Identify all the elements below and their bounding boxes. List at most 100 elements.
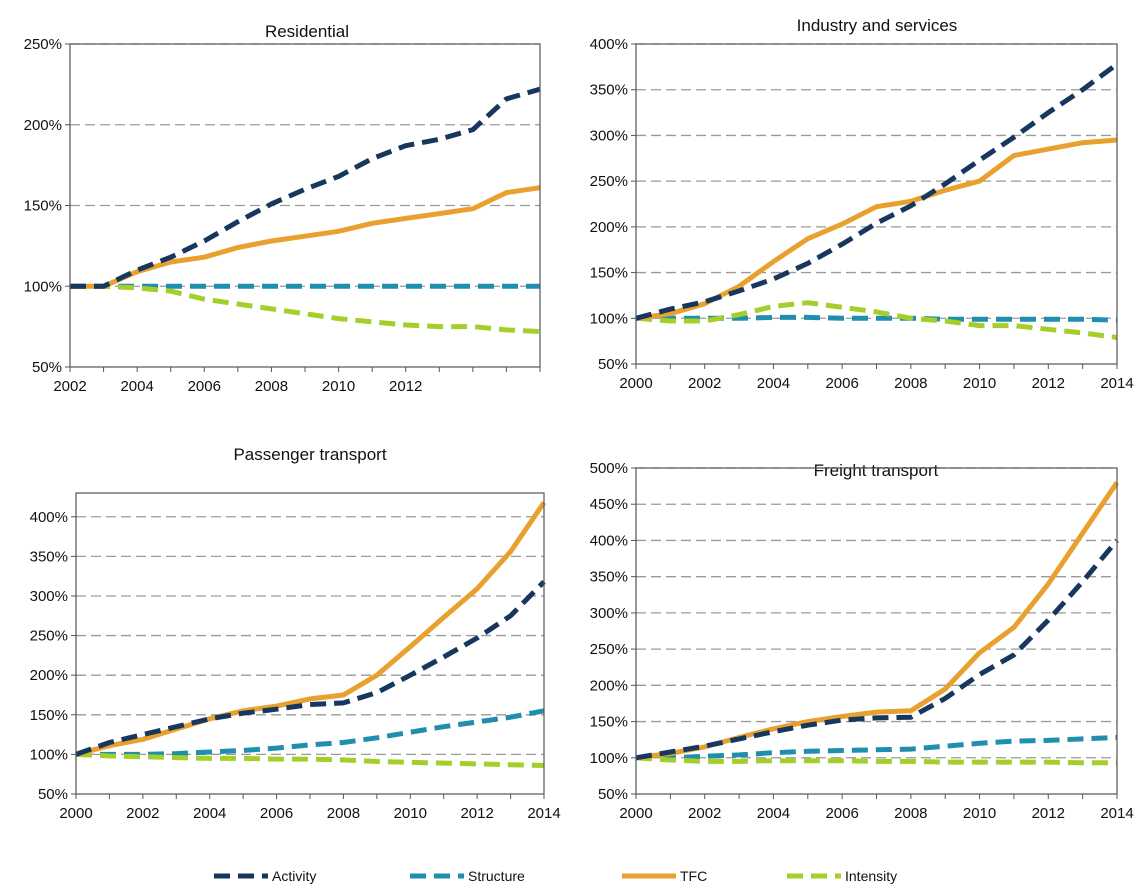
x-tick-labels: 2002 2004 2006 2008 2010 2012: [53, 378, 422, 395]
x-tick-label: 2006: [188, 378, 221, 395]
x-tick-label: 2000: [59, 805, 92, 822]
x-tick-labels: 2000 2002 2004 2006 2008 2010 2012 2014: [59, 805, 560, 822]
panel-title: Residential: [265, 22, 349, 41]
series-line-activity: [70, 86, 541, 289]
legend-item-structure: Structure: [410, 868, 525, 884]
x-tick-label: 2004: [757, 805, 790, 822]
y-tick-label: 400%: [590, 36, 628, 53]
x-tick-label: 2012: [460, 805, 493, 822]
panel-passenger-transport: Passenger transport 50% 100% 150% 200% 2…: [30, 445, 561, 822]
series-line-intensity: [70, 283, 541, 334]
axis-ticks: [631, 467, 1118, 799]
y-tick-label: 350%: [590, 569, 628, 586]
x-tick-label: 2010: [322, 378, 355, 395]
series-line-intensity: [635, 755, 1117, 766]
x-tick-label: 2008: [894, 375, 927, 392]
y-tick-label: 150%: [590, 714, 628, 731]
panel-freight-transport: Freight transport 50% 100% 150% 200% 250…: [590, 460, 1134, 822]
series-line-tfc: [70, 185, 541, 289]
panel-title: Industry and services: [797, 16, 958, 35]
panel-industry-and-services: Industry and services 50% 100% 150% 200%…: [590, 16, 1134, 392]
y-tick-labels: 50% 100% 150% 200% 250% 300% 350% 400%: [590, 36, 628, 373]
plot-frame: [75, 492, 545, 795]
x-tick-label: 2014: [1100, 805, 1133, 822]
legend-item-intensity: Intensity: [787, 868, 897, 884]
x-tick-label: 2010: [963, 375, 996, 392]
y-tick-label: 300%: [590, 127, 628, 144]
y-tick-labels: 50% 100% 150% 200% 250% 300% 350% 400%: [30, 509, 68, 803]
series-lines: [75, 501, 547, 768]
y-tick-label: 100%: [24, 278, 62, 295]
y-tick-label: 200%: [590, 677, 628, 694]
x-tick-label: 2002: [53, 378, 86, 395]
y-tick-label: 50%: [38, 786, 68, 803]
x-tick-label: 2002: [126, 805, 159, 822]
series-lines: [635, 62, 1119, 340]
x-tick-label: 2006: [825, 805, 858, 822]
legend-label: Structure: [468, 868, 525, 884]
y-tick-label: 200%: [30, 667, 68, 684]
legend-item-activity: Activity: [214, 868, 316, 884]
x-tick-label: 2008: [327, 805, 360, 822]
x-tick-labels: 2000 2002 2004 2006 2008 2010 2012 2014: [619, 805, 1133, 822]
x-tick-label: 2004: [193, 805, 226, 822]
x-tick-labels: 2000 2002 2004 2006 2008 2010 2012 2014: [619, 375, 1133, 392]
y-tick-label: 150%: [30, 707, 68, 724]
y-tick-label: 250%: [24, 36, 62, 53]
y-tick-label: 500%: [590, 460, 628, 477]
y-tick-label: 250%: [30, 628, 68, 645]
series-line-intensity: [635, 300, 1118, 340]
y-tick-label: 250%: [590, 173, 628, 190]
y-tick-label: 350%: [590, 82, 628, 99]
y-tick-label: 400%: [590, 532, 628, 549]
x-tick-label: 2012: [1032, 375, 1065, 392]
x-tick-label: 2000: [619, 805, 652, 822]
series-line-structure: [636, 735, 1118, 761]
y-tick-label: 200%: [24, 117, 62, 134]
series-line-activity: [635, 538, 1119, 761]
legend: Activity Structure TFC Intensity: [214, 868, 897, 884]
x-tick-label: 2004: [120, 378, 153, 395]
y-tick-label: 300%: [590, 605, 628, 622]
series-line-tfc: [75, 501, 547, 757]
y-tick-label: 50%: [598, 356, 628, 373]
x-tick-label: 2010: [394, 805, 427, 822]
gridlines: [76, 516, 544, 756]
x-tick-label: 2012: [389, 378, 422, 395]
y-tick-label: 50%: [598, 786, 628, 803]
legend-label: Intensity: [845, 868, 897, 884]
x-tick-label: 2014: [527, 805, 560, 822]
legend-label: Activity: [272, 868, 316, 884]
x-tick-label: 2006: [260, 805, 293, 822]
y-tick-label: 250%: [590, 641, 628, 658]
y-tick-label: 100%: [590, 310, 628, 327]
legend-item-tfc: TFC: [622, 868, 707, 884]
y-tick-labels: 50% 100% 150% 200% 250% 300% 350% 400% 4…: [590, 460, 628, 803]
gridlines: [636, 43, 1117, 319]
panel-title: Freight transport: [814, 461, 939, 480]
x-tick-label: 2002: [688, 375, 721, 392]
series-lines: [635, 481, 1120, 766]
y-tick-label: 350%: [30, 548, 68, 565]
x-tick-label: 2010: [963, 805, 996, 822]
series-line-intensity: [75, 751, 545, 768]
x-tick-label: 2002: [688, 805, 721, 822]
axis-ticks: [65, 43, 541, 372]
y-tick-labels: 50% 100% 150% 200% 250%: [24, 36, 62, 376]
x-tick-label: 2014: [1100, 375, 1133, 392]
x-tick-label: 2008: [894, 805, 927, 822]
x-tick-label: 2006: [825, 375, 858, 392]
axis-ticks: [631, 43, 1118, 369]
y-tick-label: 50%: [32, 359, 62, 376]
x-tick-label: 2012: [1032, 805, 1065, 822]
panel-title: Passenger transport: [233, 445, 386, 464]
series-line-activity: [75, 579, 546, 757]
gridlines: [70, 43, 540, 287]
y-tick-label: 450%: [590, 496, 628, 513]
axis-ticks: [71, 516, 545, 799]
panel-residential: Residential 50% 100% 150% 200% 250% 2002…: [24, 22, 541, 395]
y-tick-label: 100%: [590, 750, 628, 767]
x-tick-label: 2004: [757, 375, 790, 392]
series-line-activity: [635, 62, 1119, 321]
